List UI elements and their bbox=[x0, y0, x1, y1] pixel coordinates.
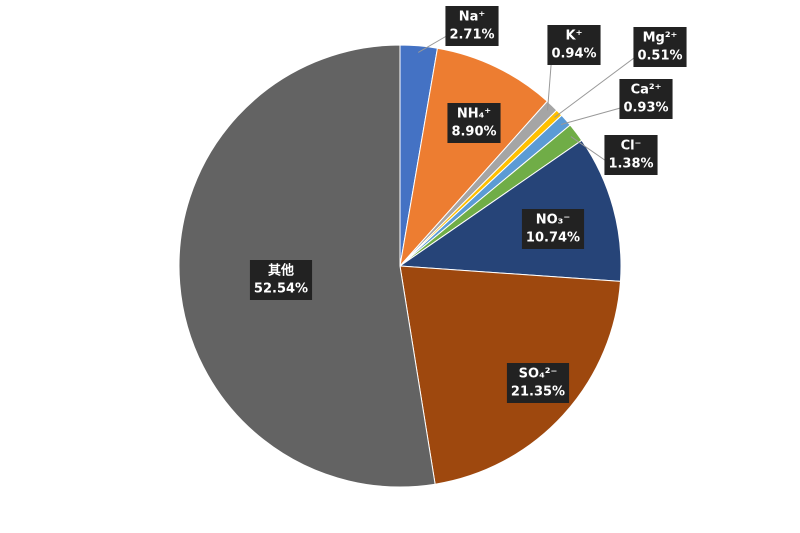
value-label: 2.71% bbox=[449, 28, 494, 43]
data-label: Cl⁻ 1.38% bbox=[604, 135, 658, 175]
category-label: Na⁺ bbox=[459, 10, 486, 25]
leader-line bbox=[554, 54, 639, 118]
leader-line bbox=[417, 33, 451, 53]
category-label: SO₄²⁻ bbox=[519, 367, 558, 382]
data-label: SO₄²⁻ 21.35% bbox=[506, 363, 570, 403]
value-label: 1.38% bbox=[608, 157, 653, 172]
label-box bbox=[445, 6, 499, 46]
value-label: 10.74% bbox=[526, 231, 580, 246]
label-box bbox=[249, 260, 313, 300]
category-label: Cl⁻ bbox=[621, 139, 642, 154]
value-label: 0.51% bbox=[637, 49, 682, 64]
category-label: NO₃⁻ bbox=[536, 213, 571, 228]
leader-line bbox=[570, 136, 610, 164]
value-label: 8.90% bbox=[451, 125, 496, 140]
value-label: 52.54% bbox=[254, 282, 308, 297]
value-label: 21.35% bbox=[511, 385, 565, 400]
leader-line bbox=[560, 106, 625, 125]
category-label: Mg²⁺ bbox=[643, 31, 678, 46]
label-box bbox=[447, 103, 501, 143]
data-label: Ca²⁺ 0.93% bbox=[619, 79, 673, 119]
value-label: 0.94% bbox=[551, 47, 596, 62]
category-label: K⁺ bbox=[566, 29, 583, 44]
label-box bbox=[547, 25, 601, 65]
data-label: 其他 52.54% bbox=[249, 260, 313, 300]
data-label: NH₄⁺ 8.90% bbox=[447, 103, 501, 143]
category-label: 其他 bbox=[268, 263, 294, 279]
label-box bbox=[604, 135, 658, 175]
label-box bbox=[619, 79, 673, 119]
data-label: K⁺ 0.94% bbox=[547, 25, 601, 65]
label-box bbox=[521, 209, 585, 249]
label-box bbox=[633, 27, 687, 67]
category-label: Ca²⁺ bbox=[631, 83, 662, 98]
category-label: NH₄⁺ bbox=[457, 107, 491, 122]
value-label: 0.93% bbox=[623, 101, 668, 116]
pie-slice bbox=[399, 47, 548, 268]
data-label: Na⁺ 2.71% bbox=[445, 6, 499, 46]
data-label: Mg²⁺ 0.51% bbox=[633, 27, 687, 67]
data-label: NO₃⁻ 10.74% bbox=[521, 209, 585, 249]
label-box bbox=[506, 363, 570, 403]
